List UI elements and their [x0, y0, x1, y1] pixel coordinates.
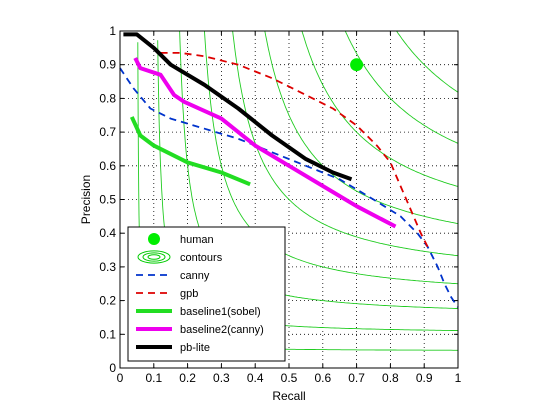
- series-line-baseline1-sobel-: [129, 116, 251, 187]
- f-contour-line: [396, 31, 458, 93]
- legend: human contours canny gpb baseline1(sobel) bas…: [127, 226, 286, 362]
- x-tick-label: 0.6: [314, 371, 331, 385]
- x-tick-label: 0.5: [281, 371, 298, 385]
- legend-label: canny: [180, 270, 210, 282]
- y-tick-label: 0.1: [99, 327, 116, 341]
- f-contour-line: [344, 31, 458, 144]
- legend-swatch-marker: [148, 233, 160, 245]
- tick-layer: 00 0.1 0.1 0.2 0.2 0.3 0.3 0.4 0.4 0.5 0.5 0.6 0.6 0.…: [99, 24, 461, 385]
- y-tick-label: 0.5: [99, 193, 116, 207]
- y-tick-label: 1: [109, 24, 116, 38]
- human-marker: [350, 58, 364, 72]
- y-tick-label: 0.7: [99, 125, 116, 139]
- legend-label: baseline2(canny): [180, 324, 264, 336]
- y-tick-label: 0.2: [99, 294, 116, 308]
- x-tick-label: 0.8: [382, 371, 399, 385]
- x-tick-label: 0.2: [179, 371, 196, 385]
- x-tick-label: 0.9: [416, 371, 433, 385]
- legend-swatch-contour: [142, 252, 166, 262]
- legend-label: gpb: [180, 288, 198, 300]
- series-line-gpb: [160, 52, 429, 248]
- x-tick-label: 0.1: [145, 371, 162, 385]
- x-tick-label: 0.7: [348, 371, 365, 385]
- f-contour-line: [264, 31, 458, 225]
- x-tick-label: 1: [455, 371, 462, 385]
- f-contour-line: [204, 31, 458, 285]
- y-tick-label: 0.6: [99, 159, 116, 173]
- x-axis-label: Recall: [272, 389, 305, 403]
- x-tick-label: 0: [117, 371, 124, 385]
- y-axis-label: Precision: [79, 175, 93, 224]
- legend-label: human: [180, 234, 214, 246]
- y-tick-label: 0.9: [99, 58, 116, 72]
- series-line-baseline2-canny-: [133, 57, 397, 229]
- y-tick-label: 0.3: [99, 260, 116, 274]
- legend-label: contours: [180, 252, 223, 264]
- legend-box: [127, 226, 286, 362]
- x-tick-label: 0.4: [247, 371, 264, 385]
- y-tick-label: 0: [109, 361, 116, 375]
- series-line-pb-lite: [123, 32, 353, 182]
- legend-label: baseline1(sobel): [180, 306, 261, 318]
- y-tick-label: 0.8: [99, 91, 116, 105]
- series-line-canny: [119, 67, 459, 308]
- x-tick-label: 0.3: [213, 371, 230, 385]
- legend-swatch-contour: [137, 250, 171, 264]
- y-tick-label: 0.4: [99, 226, 116, 240]
- legend-swatch-contour: [147, 254, 161, 260]
- f-contour-line: [301, 31, 458, 187]
- legend-label: pb-lite: [180, 342, 210, 354]
- series-layer: [119, 32, 459, 308]
